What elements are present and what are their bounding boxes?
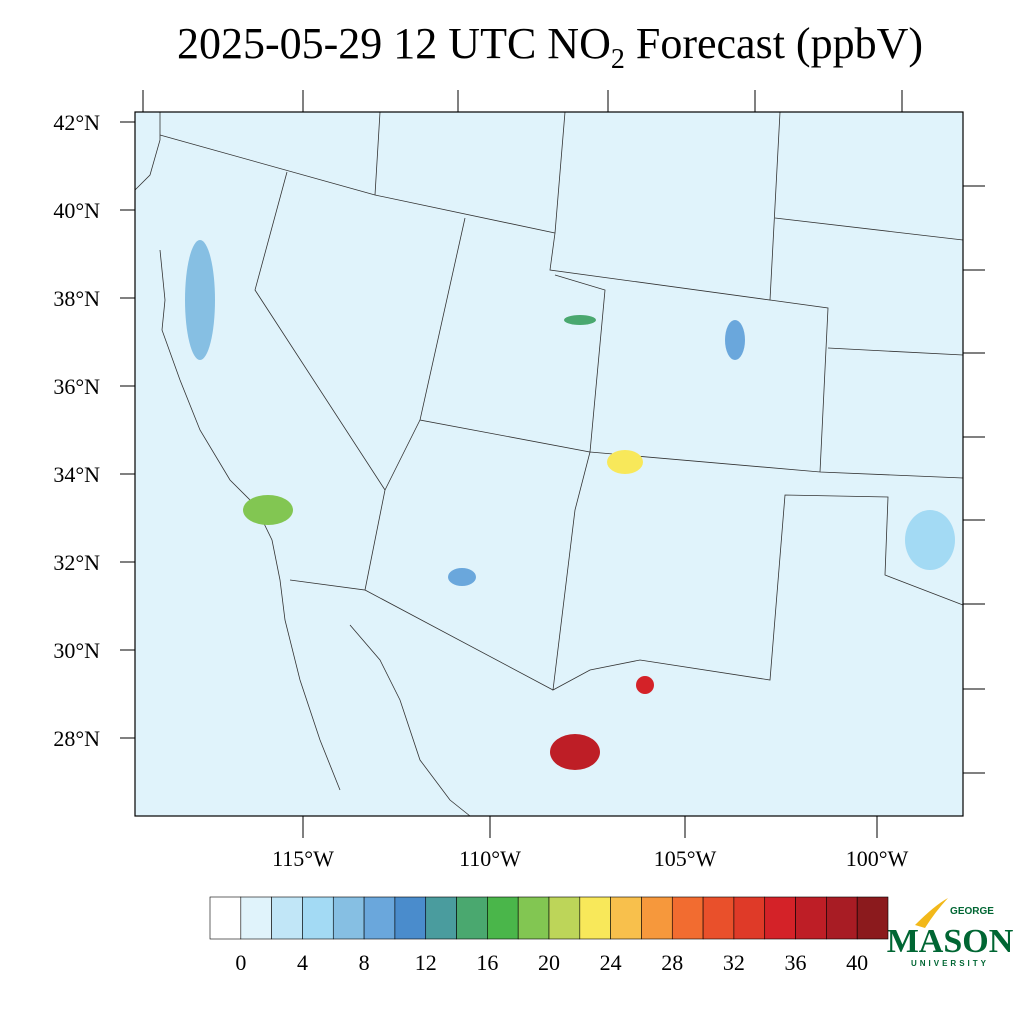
lat-label: 38°N [53,286,100,311]
lat-label: 32°N [53,550,100,575]
colorbar-box [209,896,242,940]
colorbar-label: 16 [476,950,498,975]
colorbar-label: 8 [359,950,370,975]
hotspot [564,315,596,325]
lat-label: 30°N [53,638,100,663]
colorbar-box [702,896,735,940]
logo-bottom: UNIVERSITY [911,959,989,968]
lon-label: 115°W [272,846,334,871]
map-frame [134,111,964,817]
colorbar-box [733,896,766,940]
colorbar-label: 4 [297,950,308,975]
colorbar-label: 12 [415,950,437,975]
colorbar-label: 32 [723,950,745,975]
hotspot [243,495,293,525]
lon-label: 110°W [459,846,521,871]
colorbar-box [610,896,642,940]
map-area [134,111,964,817]
logo-swoosh [915,898,948,928]
logo-top: GEORGE [950,906,994,917]
colorbar-box [856,896,889,940]
lon-label: 105°W [654,846,717,871]
colorbar-box [487,896,519,940]
colorbar-label: 24 [600,950,622,975]
colorbar-box [517,896,550,940]
colorbar-label: 36 [785,950,807,975]
colorbar-box [456,896,488,940]
colorbar-label: 0 [235,950,246,975]
colorbar-label: 20 [538,950,560,975]
colorbar-box [271,896,303,940]
colorbar-box [795,896,827,940]
lon-label: 100°W [846,846,909,871]
colorbar-box [363,896,396,940]
hotspots [185,240,955,770]
colorbar-box [425,896,457,940]
colorbar-box [302,896,334,940]
hotspot [725,320,745,360]
title: 2025-05-29 12 UTC NO2 Forecast (ppbV) [177,19,923,75]
colorbar-box [332,896,365,940]
state-borders [159,111,964,691]
hotspot [185,240,215,360]
hotspot [636,676,654,694]
colorbar-box [240,896,272,940]
colorbar-box [394,896,427,940]
lat-label: 42°N [53,110,100,135]
colorbar-label: 28 [661,950,683,975]
map-background [135,112,963,816]
colorbar-box [579,896,611,940]
colorbar-box [671,896,704,940]
colorbar-box [641,896,673,940]
hotspot [905,510,955,570]
lat-label: 34°N [53,462,100,487]
colorbar-label: 40 [846,950,868,975]
title-main: 2025-05-29 12 UTC NO [177,19,611,68]
title-rest: Forecast (ppbV) [625,19,923,68]
logo-name: MASON [887,923,1014,960]
colorbar-box [548,896,581,940]
colorbar-box [826,896,858,940]
title-sub: 2 [611,44,625,75]
lat-label: 40°N [53,198,100,223]
hotspot [448,568,476,586]
colorbar-box [764,896,796,940]
lat-label: 28°N [53,726,100,751]
hotspot [550,734,600,770]
logo: GEORGE MASON UNIVERSITY [887,898,1014,968]
lat-label: 36°N [53,374,100,399]
hotspot [607,450,643,474]
